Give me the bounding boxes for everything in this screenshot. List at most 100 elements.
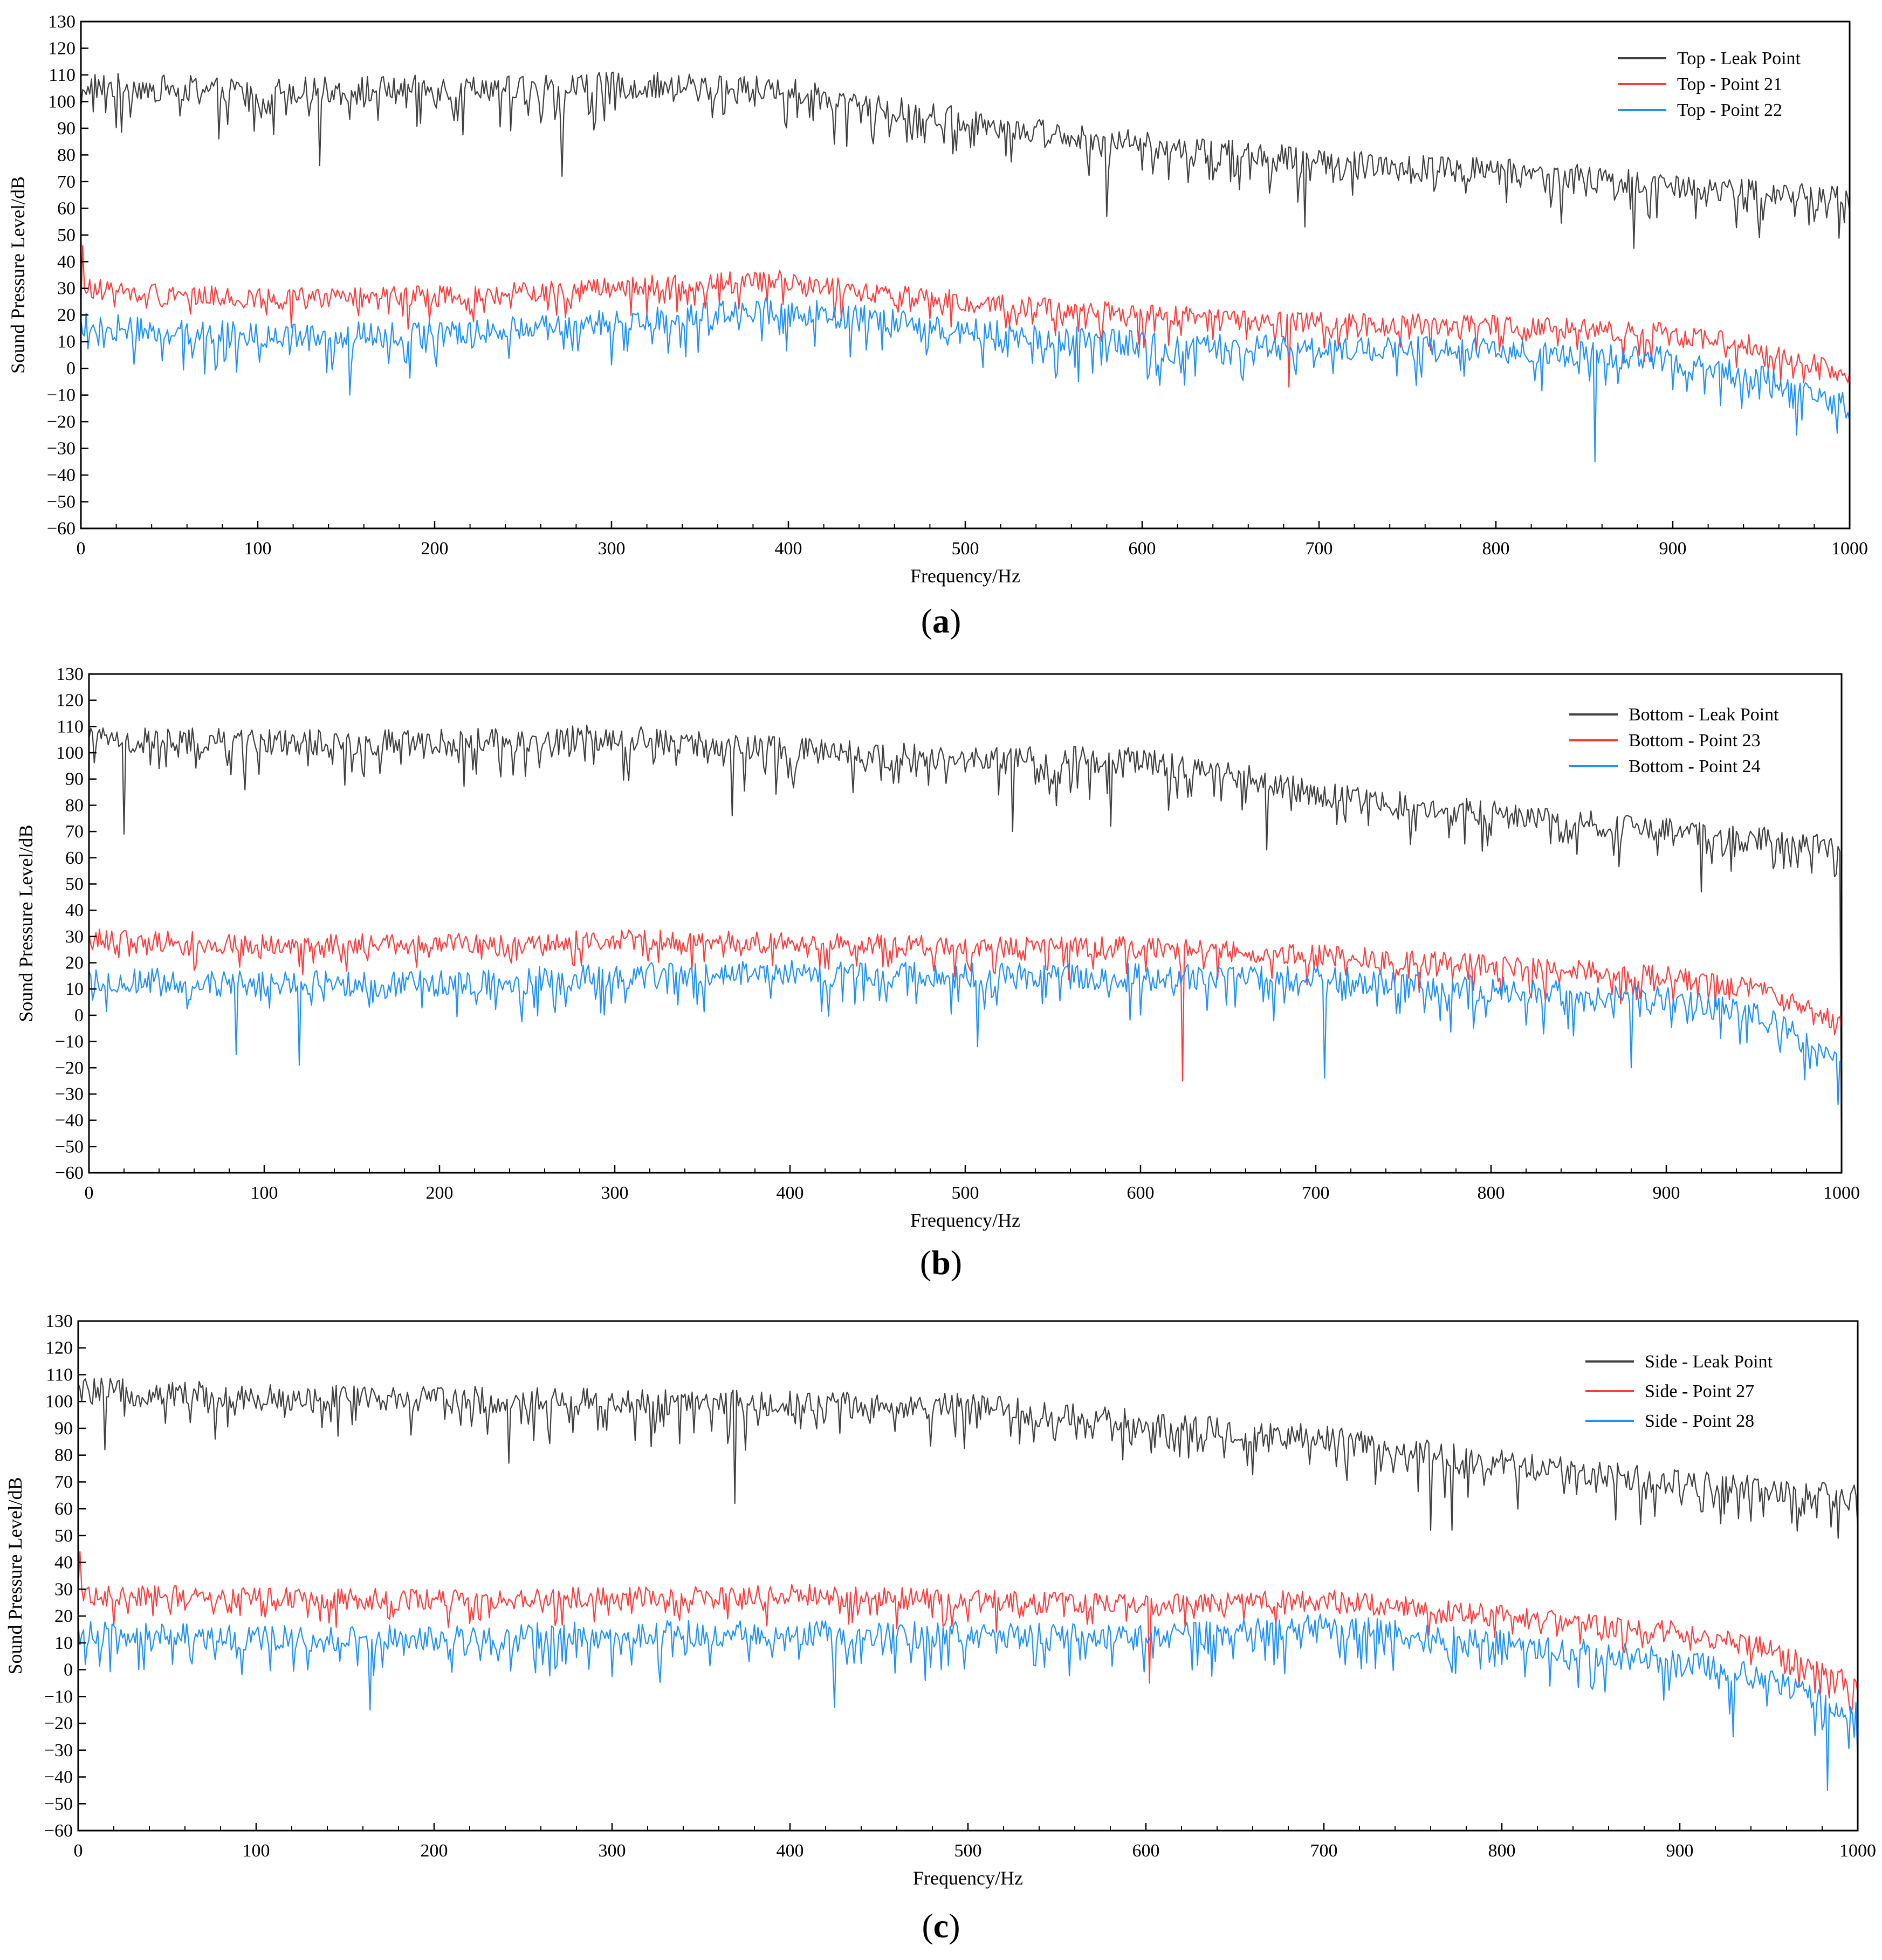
- y-tick-label: −20: [44, 1714, 73, 1734]
- x-tick-label: 900: [1659, 539, 1687, 559]
- x-tick-label: 400: [775, 539, 802, 559]
- x-axis-title: Frequency/Hz: [910, 565, 1020, 587]
- y-tick-label: −60: [55, 1163, 84, 1183]
- y-tick-label: 90: [57, 119, 75, 139]
- x-tick-label: 300: [601, 1183, 629, 1203]
- series-line-3: [80, 297, 1851, 463]
- legend-label: Bottom - Point 23: [1629, 731, 1761, 751]
- x-tick-label: 0: [77, 539, 86, 559]
- series-line-1: [77, 1377, 1859, 1539]
- y-tick-label: 60: [57, 198, 75, 218]
- y-tick-label: 50: [65, 874, 84, 894]
- y-tick-label: −10: [55, 1032, 84, 1052]
- panel-caption: (c): [922, 1907, 960, 1945]
- x-tick-label: 300: [599, 1841, 626, 1861]
- panel-a: 0 100 200 300 400 500 600 700 800 900 1000 −60 −50 −4…: [0, 0, 1882, 652]
- x-tick-label: 600: [1132, 1841, 1160, 1861]
- legend-label: Side - Leak Point: [1645, 1352, 1773, 1372]
- y-tick-label: 70: [57, 172, 75, 192]
- y-tick-label: 110: [49, 65, 75, 85]
- y-tick-label: 110: [46, 1365, 73, 1385]
- y-tick-label: 80: [54, 1446, 73, 1466]
- legend-label: Top - Point 22: [1677, 100, 1782, 120]
- chart-c: 0 100 200 300 400 500 600 700 800 900 1000−60−50−4…: [4, 1311, 1876, 1889]
- y-tick-label: −30: [47, 439, 75, 459]
- y-tick-label: −10: [44, 1687, 73, 1707]
- chart-a: 0 100 200 300 400 500 600 700 800 900 1000−60−50−4…: [7, 12, 1868, 587]
- x-tick-label: 1000: [1839, 1841, 1876, 1861]
- legend-label: Top - Leak Point: [1677, 49, 1801, 68]
- x-tick-label: 700: [1310, 1841, 1338, 1861]
- y-tick-label: −30: [44, 1741, 73, 1760]
- y-tick-label: −50: [44, 1794, 73, 1814]
- x-tick-label: 500: [952, 539, 979, 559]
- x-tick-label: 700: [1306, 539, 1333, 559]
- x-tick-label: 400: [777, 1841, 804, 1861]
- y-tick-label: 100: [48, 92, 75, 112]
- x-tick-label: 900: [1653, 1183, 1680, 1203]
- series-line-1: [80, 71, 1851, 249]
- y-tick-label: 130: [45, 1311, 73, 1331]
- x-tick-label: 500: [954, 1841, 982, 1861]
- y-tick-label: 80: [57, 145, 75, 165]
- y-tick-label: −50: [55, 1137, 84, 1157]
- y-tick-label: 0: [64, 1660, 73, 1680]
- panel-c: 0 100 200 300 400 500 600 700 800 900 1000 −60 −50 −4…: [0, 1299, 1882, 1960]
- legend-label: Side - Point 28: [1645, 1411, 1754, 1431]
- chart-b: 0 100 200 300 400 500 600 700 800 900 1000−60−50−4…: [15, 664, 1860, 1231]
- y-tick-label: 40: [57, 252, 75, 272]
- x-axis-title: Frequency/Hz: [910, 1209, 1020, 1231]
- legend-label: Top - Point 21: [1677, 74, 1782, 94]
- x-tick-label: 100: [243, 1841, 270, 1861]
- y-tick-label: −20: [47, 412, 75, 432]
- y-tick-label: 70: [65, 822, 84, 842]
- legend-label: Bottom - Leak Point: [1629, 705, 1779, 725]
- y-tick-label: 60: [54, 1499, 73, 1519]
- y-axis-title: Sound Pressure Level/dB: [15, 825, 37, 1022]
- x-tick-label: 700: [1302, 1183, 1330, 1203]
- series-line-3: [88, 959, 1843, 1105]
- series-line-1: [88, 724, 1843, 1173]
- y-tick-label: −40: [55, 1111, 84, 1131]
- y-tick-label: 10: [65, 979, 84, 999]
- x-tick-label: 100: [251, 1183, 278, 1203]
- y-tick-label: 100: [45, 1392, 73, 1412]
- y-axis-title: Sound Pressure Level/dB: [4, 1477, 26, 1675]
- y-tick-label: −10: [47, 386, 75, 405]
- panel-caption: (a): [921, 602, 961, 640]
- y-tick-label: −50: [47, 492, 75, 512]
- series-line-3: [77, 1613, 1859, 1791]
- y-tick-label: 50: [54, 1526, 73, 1546]
- x-tick-label: 800: [1488, 1841, 1516, 1861]
- y-tick-label: 0: [66, 359, 75, 379]
- panel-b: 0 100 200 300 400 500 600 700 800 900 1000 −60 −50 −4…: [0, 652, 1882, 1299]
- y-tick-label: 90: [54, 1419, 73, 1439]
- y-tick-label: 60: [65, 848, 84, 868]
- y-tick-label: 120: [56, 691, 84, 711]
- y-tick-label: 40: [65, 900, 84, 920]
- y-tick-label: −40: [47, 465, 75, 485]
- y-tick-label: 20: [54, 1606, 73, 1626]
- plot-frame: [88, 673, 1843, 1174]
- y-tick-label: 30: [65, 927, 84, 947]
- y-tick-label: 30: [54, 1579, 73, 1599]
- y-tick-label: 20: [65, 953, 84, 973]
- y-tick-label: 70: [54, 1472, 73, 1492]
- x-tick-label: 200: [426, 1183, 454, 1203]
- x-tick-label: 600: [1129, 539, 1156, 559]
- y-tick-label: 40: [54, 1553, 73, 1573]
- x-tick-label: 500: [952, 1183, 979, 1203]
- x-tick-label: 400: [777, 1183, 804, 1203]
- y-tick-label: 80: [65, 795, 84, 815]
- y-tick-label: 130: [48, 12, 75, 32]
- legend-label: Side - Point 27: [1645, 1381, 1754, 1401]
- y-tick-label: 20: [57, 305, 75, 325]
- x-tick-label: 1000: [1823, 1183, 1860, 1203]
- x-tick-label: 100: [244, 539, 272, 559]
- series-line-2: [80, 245, 1851, 388]
- y-tick-label: 0: [74, 1006, 84, 1026]
- legend-label: Bottom - Point 24: [1629, 757, 1761, 776]
- y-tick-label: 120: [45, 1338, 73, 1358]
- y-tick-label: 10: [57, 332, 75, 352]
- x-tick-label: 800: [1478, 1183, 1505, 1203]
